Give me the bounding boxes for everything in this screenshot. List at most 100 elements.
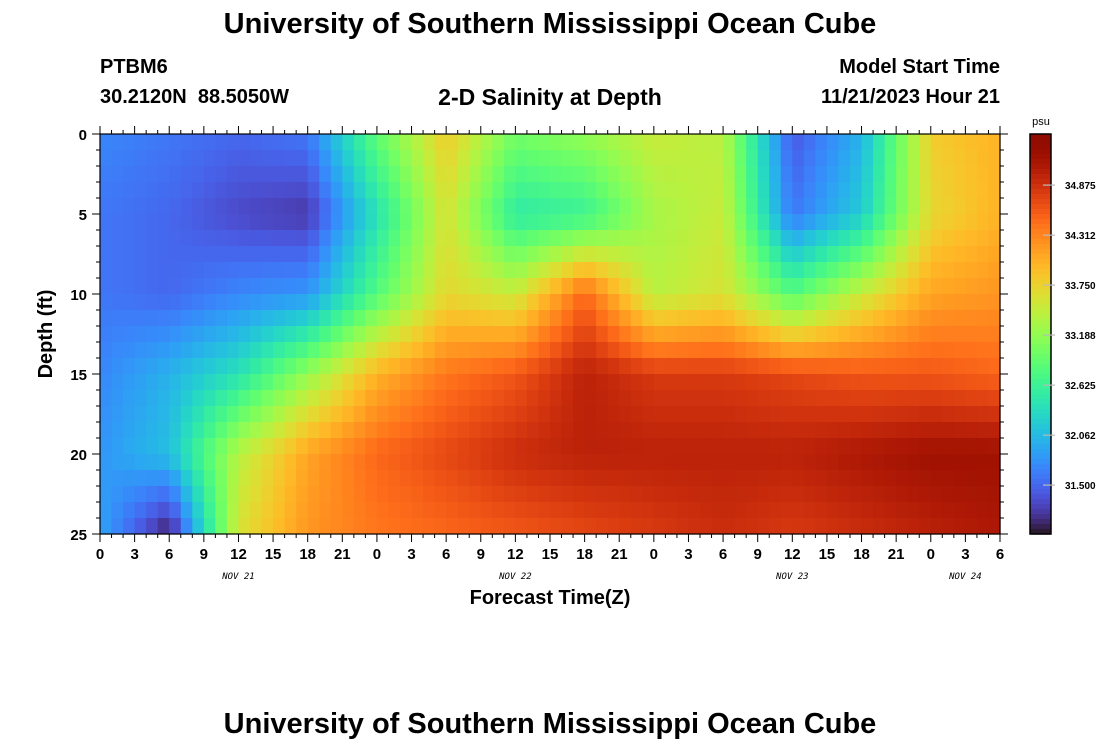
colorbar-swatch — [1030, 444, 1051, 450]
heatmap-cell — [838, 326, 851, 343]
heatmap-cell — [215, 166, 228, 183]
heatmap-cell — [446, 454, 459, 471]
heatmap-cell — [273, 182, 286, 199]
heatmap-cell — [688, 326, 701, 343]
heatmap-cell — [457, 470, 470, 487]
heatmap-cell — [423, 278, 436, 295]
heatmap-cell — [780, 390, 793, 407]
heatmap-cell — [896, 182, 909, 199]
heatmap-cell — [573, 422, 586, 439]
heatmap-cell — [965, 470, 978, 487]
heatmap-cell — [861, 278, 874, 295]
heatmap-cell — [942, 374, 955, 391]
heatmap-cell — [711, 134, 724, 151]
heatmap-cell — [538, 214, 551, 231]
heatmap-cell — [526, 406, 540, 423]
heatmap-cell — [838, 518, 851, 535]
salinity-heatmap — [100, 134, 1001, 535]
heatmap-cell — [723, 438, 736, 455]
heatmap-cell — [619, 502, 632, 519]
colorbar-swatch — [1030, 164, 1051, 170]
heatmap-cell — [630, 486, 643, 503]
heatmap-cell — [492, 422, 505, 439]
heatmap-cell — [423, 294, 436, 311]
heatmap-cell — [146, 294, 159, 311]
heatmap-cell — [769, 486, 782, 503]
heatmap-cell — [238, 518, 251, 535]
heatmap-cell — [607, 422, 620, 439]
heatmap-cell — [907, 230, 920, 247]
heatmap-cell — [192, 454, 205, 471]
heatmap-cell — [688, 198, 701, 215]
heatmap-cell — [653, 374, 666, 391]
heatmap-cell — [711, 246, 724, 263]
heatmap-cell — [907, 294, 920, 311]
heatmap-cell — [492, 134, 505, 151]
heatmap-cell — [192, 134, 205, 151]
heatmap-cell — [723, 134, 736, 151]
heatmap-cell — [480, 374, 493, 391]
heatmap-cell — [780, 278, 793, 295]
heatmap-cell — [192, 486, 205, 503]
heatmap-cell — [826, 374, 840, 391]
heatmap-cell — [480, 406, 493, 423]
heatmap-cell — [988, 326, 1001, 343]
heatmap-cell — [307, 358, 320, 375]
colorbar-swatch — [1030, 279, 1051, 285]
heatmap-cell — [353, 294, 366, 311]
heatmap-cell — [965, 326, 978, 343]
heatmap-cell — [792, 454, 805, 471]
heatmap-cell — [261, 438, 274, 455]
heatmap-cell — [630, 358, 643, 375]
heatmap-cell — [873, 310, 886, 327]
colorbar-unit: psu — [1032, 116, 1050, 128]
colorbar-swatch — [1030, 504, 1051, 510]
heatmap-cell — [411, 326, 424, 343]
heatmap-cell — [319, 150, 332, 167]
heatmap-cell — [457, 310, 470, 327]
heatmap-cell — [780, 262, 793, 279]
heatmap-cell — [284, 454, 297, 471]
heatmap-cell — [584, 374, 597, 391]
heatmap-cell — [123, 374, 136, 391]
heatmap-cell — [919, 278, 932, 295]
heatmap-cell — [896, 262, 909, 279]
heatmap-cell — [976, 390, 990, 407]
heatmap-cell — [180, 166, 193, 183]
heatmap-cell — [850, 230, 863, 247]
heatmap-cell — [157, 358, 170, 375]
heatmap-cell — [976, 230, 990, 247]
heatmap-cell — [157, 486, 170, 503]
heatmap-cell — [400, 422, 413, 439]
heatmap-cell — [215, 454, 228, 471]
heatmap-cell — [884, 518, 897, 535]
heatmap-cell — [838, 246, 851, 263]
heatmap-cell — [330, 326, 343, 343]
heatmap-cell — [965, 294, 978, 311]
heatmap-cell — [861, 230, 874, 247]
heatmap-cell — [803, 502, 816, 519]
heatmap-cell — [157, 422, 170, 439]
heatmap-cell — [919, 182, 932, 199]
heatmap-cell — [400, 326, 413, 343]
heatmap-cell — [850, 406, 863, 423]
heatmap-cell — [261, 166, 274, 183]
heatmap-cell — [873, 246, 886, 263]
colorbar-swatch — [1030, 429, 1051, 435]
heatmap-cell — [619, 374, 632, 391]
heatmap-cell — [526, 310, 540, 327]
heatmap-cell — [757, 278, 770, 295]
heatmap-cell — [573, 150, 586, 167]
heatmap-cell — [711, 358, 724, 375]
heatmap-cell — [411, 438, 424, 455]
heatmap-cell — [134, 422, 147, 439]
heatmap-cell — [169, 438, 182, 455]
heatmap-cell — [457, 262, 470, 279]
heatmap-cell — [434, 486, 447, 503]
heatmap-cell — [376, 150, 390, 167]
heatmap-cell — [376, 278, 390, 295]
heatmap-cell — [226, 502, 240, 519]
heatmap-cell — [469, 342, 482, 359]
heatmap-cell — [203, 470, 216, 487]
colorbar-swatch — [1030, 484, 1051, 490]
